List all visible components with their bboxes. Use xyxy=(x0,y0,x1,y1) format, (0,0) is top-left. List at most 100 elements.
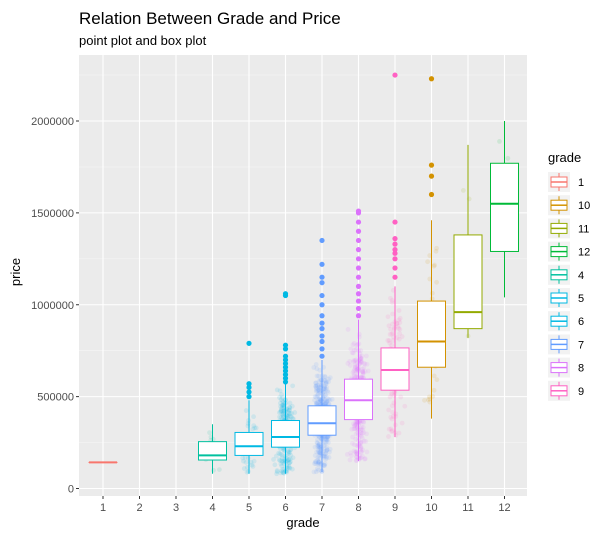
jitter-point-grade-8 xyxy=(358,449,364,455)
jitter-point-grade-7 xyxy=(325,390,331,395)
jitter-point-grade-7 xyxy=(322,374,328,380)
jitter-point-grade-6 xyxy=(279,408,284,414)
jitter-point-grade-9 xyxy=(397,320,403,325)
jitter-point-grade-6 xyxy=(289,466,295,472)
outlier-point xyxy=(319,237,325,244)
jitter-point-grade-8 xyxy=(348,450,354,456)
jitter-point-grade-7 xyxy=(315,437,320,443)
jitter-point-grade-6 xyxy=(288,447,294,453)
jitter-point-grade-6 xyxy=(277,388,283,394)
jitter-point-grade-8 xyxy=(362,456,368,462)
jitter-point-grade-7 xyxy=(312,394,318,399)
jitter-point-grade-7 xyxy=(326,455,332,460)
outlier-point xyxy=(319,353,325,359)
jitter-point-grade-6 xyxy=(288,414,294,420)
jitter-point-grade-9 xyxy=(390,330,396,336)
jitter-point-grade-6 xyxy=(280,404,285,410)
jitter-point-grade-8 xyxy=(354,422,360,428)
jitter-point-grade-8 xyxy=(348,346,354,352)
jitter-point-grade-6 xyxy=(288,452,294,458)
x-axis-title: grade xyxy=(286,515,319,530)
jitter-point-grade-7 xyxy=(316,441,322,447)
box-grade-5 xyxy=(234,340,264,474)
jitter-point-grade-8 xyxy=(359,353,365,359)
legend-item-10: 10 xyxy=(548,195,590,216)
jitter-point-grade-7 xyxy=(313,459,319,465)
jitter-point-grade-6 xyxy=(283,412,289,418)
box-grade-9 xyxy=(380,72,410,438)
jitter-point-grade-8 xyxy=(361,365,367,371)
jitter-point-grade-5 xyxy=(248,459,254,465)
jitter-point-grade-6 xyxy=(285,409,291,415)
x-tick-label: 1 xyxy=(100,502,106,514)
jitter-point-grade-7 xyxy=(319,436,324,442)
jitter-point-grade-8 xyxy=(360,366,365,372)
jitter-point-grade-7 xyxy=(320,399,326,405)
jitter-point-grade-5 xyxy=(242,455,248,460)
jitter-point-grade-6 xyxy=(285,465,290,471)
jitter-point-grade-4 xyxy=(211,467,216,473)
jitter-point-grade-6 xyxy=(280,410,286,416)
jitter-point-grade-7 xyxy=(324,447,330,452)
jitter-point-grade-6 xyxy=(278,470,284,476)
outlier-point xyxy=(319,261,325,267)
jitter-point-grade-6 xyxy=(277,395,282,400)
jitter-point-grade-7 xyxy=(311,365,317,370)
jitter-point-grade-6 xyxy=(276,457,282,463)
jitter-point-grade-7 xyxy=(315,457,321,463)
box-grade-7 xyxy=(307,237,337,472)
jitter-point-grade-8 xyxy=(361,360,367,366)
jitter-point-grade-5 xyxy=(249,462,255,468)
jitter-point-grade-9 xyxy=(396,317,402,323)
jitter-point-grade-9 xyxy=(391,326,397,332)
outlier-point xyxy=(355,291,362,297)
jitter-point-grade-9 xyxy=(391,393,397,398)
jitter-point-grade-6 xyxy=(278,406,284,412)
jitter-point-grade-8 xyxy=(362,369,368,374)
jitter-point-grade-9 xyxy=(390,311,395,317)
y-axis: 0 500000 1000000 1500000 2000000 xyxy=(31,116,79,496)
jitter-point-grade-7 xyxy=(319,465,324,470)
jitter-point-grade-5 xyxy=(251,423,257,428)
jitter-point-grade-8 xyxy=(363,353,369,359)
jitter-point-grade-7 xyxy=(323,457,328,462)
jitter-point-grade-6 xyxy=(280,459,285,465)
jitter-point-grade-6 xyxy=(290,455,296,461)
jitter-point-grade-5 xyxy=(240,455,246,461)
jitter-point-grade-7 xyxy=(314,383,319,389)
jitter-point-grade-8 xyxy=(352,347,357,353)
legend-label-7: 7 xyxy=(578,339,584,351)
jitter-point-grade-7 xyxy=(312,397,317,403)
jitter-point-grade-8 xyxy=(352,366,357,372)
jitter-point-grade-5 xyxy=(241,458,246,464)
jitter-point-grade-7 xyxy=(313,461,318,466)
outlier-point xyxy=(355,256,362,262)
jitter-point-grade-8 xyxy=(353,347,359,353)
jitter-point-grade-7 xyxy=(313,384,319,390)
jitter-point-grade-7 xyxy=(324,380,329,386)
jitter-point-grade-8 xyxy=(358,439,364,445)
jitter-point-grade-8 xyxy=(349,426,355,432)
jitter-point-grade-7 xyxy=(323,451,329,457)
legend-item-4: 4 xyxy=(548,264,584,285)
box-grade-12 xyxy=(490,121,519,298)
outlier-point xyxy=(246,381,252,387)
jitter-point-grade-7 xyxy=(324,435,330,441)
jitter-point-grade-7 xyxy=(316,387,321,393)
jitter-point-grade-7 xyxy=(324,434,330,440)
jitter-point-grade-6 xyxy=(279,455,285,461)
outlier-point xyxy=(282,357,289,363)
jitter-point-grade-9 xyxy=(386,407,392,413)
x-tick-label: 4 xyxy=(209,502,215,514)
jitter-point-grade-6 xyxy=(278,409,283,415)
jitter-point-grade-7 xyxy=(316,459,322,465)
jitter-point-grade-7 xyxy=(324,439,329,445)
x-tick-label: 9 xyxy=(392,502,398,514)
jitter-point-grade-7 xyxy=(317,450,323,456)
jitter-point-grade-7 xyxy=(327,375,333,381)
outlier-point xyxy=(282,342,289,348)
jitter-point-grade-7 xyxy=(311,469,317,475)
jitter-point-grade-9 xyxy=(398,394,404,400)
jitter-point-grade-6 xyxy=(271,457,276,462)
jitter-point-grade-7 xyxy=(324,448,329,454)
